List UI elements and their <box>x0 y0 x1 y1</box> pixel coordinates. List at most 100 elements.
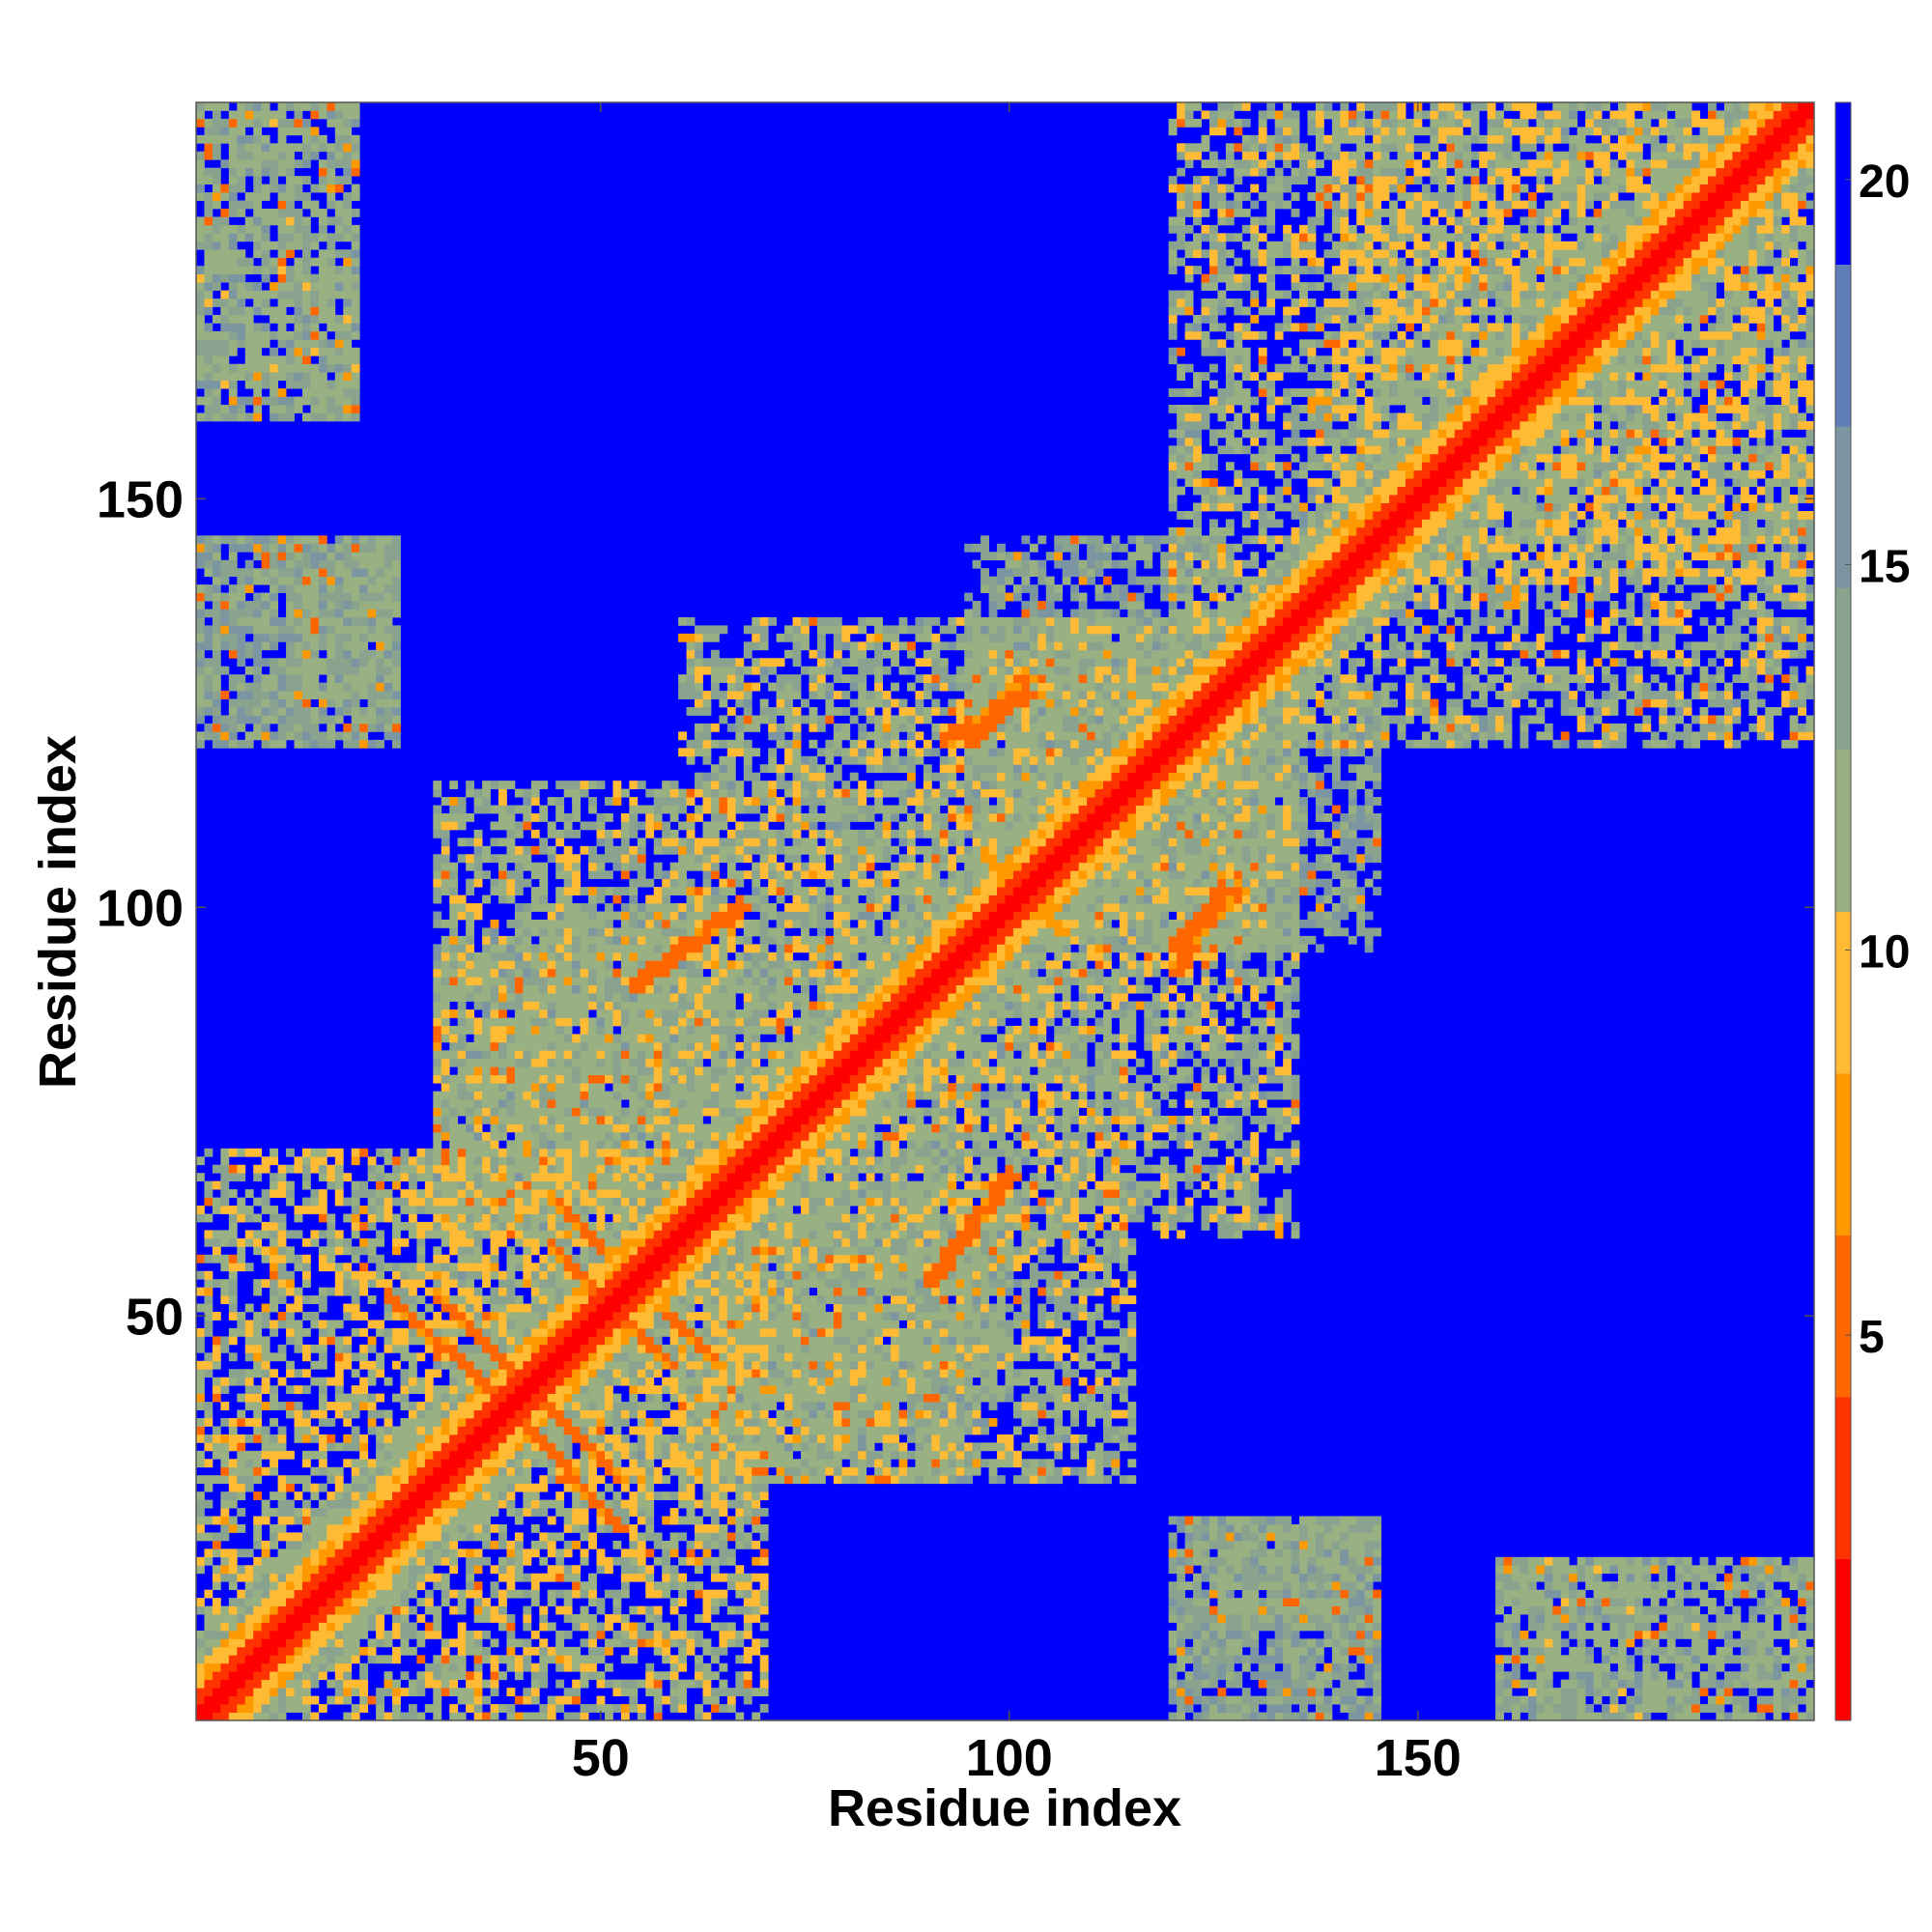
heatmap-cell <box>229 699 238 708</box>
heatmap-cell <box>474 1140 483 1149</box>
heatmap-cell <box>343 1541 352 1549</box>
heatmap-cell <box>295 176 303 185</box>
heatmap-cell <box>278 1475 287 1484</box>
heatmap-cell <box>302 355 311 364</box>
heatmap-cell <box>319 1230 327 1238</box>
heatmap-cell <box>491 1320 499 1328</box>
heatmap-cell <box>523 1156 531 1165</box>
heatmap-cell <box>286 225 295 234</box>
heatmap-cell <box>213 1361 221 1370</box>
heatmap-cell <box>295 1426 303 1435</box>
heatmap-cell <box>581 1614 589 1623</box>
heatmap-cell <box>270 1156 278 1165</box>
heatmap-cell <box>352 1149 360 1157</box>
heatmap-cell <box>196 1435 205 1443</box>
heatmap-cell <box>449 806 458 814</box>
heatmap-cell <box>474 1638 483 1647</box>
heatmap-cell <box>433 960 441 969</box>
heatmap-cell <box>449 821 458 830</box>
heatmap-cell <box>597 1026 606 1035</box>
heatmap-cell <box>482 1279 491 1288</box>
heatmap-cell <box>286 266 295 274</box>
heatmap-cell <box>588 1246 597 1255</box>
heatmap-cell <box>270 397 278 406</box>
heatmap-cell <box>491 879 499 888</box>
heatmap-cell <box>605 1149 613 1157</box>
heatmap-cell <box>253 724 262 732</box>
heatmap-cell <box>588 1206 597 1214</box>
heatmap-cell <box>555 1704 564 1713</box>
heatmap-cell <box>466 920 474 928</box>
heatmap-cell <box>343 1442 352 1451</box>
heatmap-cell <box>433 1263 441 1271</box>
heatmap-cell <box>368 1606 377 1615</box>
heatmap-cell <box>605 1336 613 1345</box>
heatmap-cell <box>572 1198 581 1207</box>
heatmap-cell <box>621 1622 630 1631</box>
heatmap-cell <box>213 707 221 716</box>
heatmap-cell <box>352 1214 360 1223</box>
heatmap-cell <box>449 1508 458 1517</box>
heatmap-cell <box>433 1214 441 1223</box>
heatmap-cell <box>286 577 295 585</box>
heatmap-cell <box>572 1017 581 1026</box>
heatmap-cell <box>278 1442 287 1451</box>
heatmap-cell <box>564 1304 573 1313</box>
heatmap-cell <box>286 552 295 560</box>
heatmap-cell <box>425 1484 434 1492</box>
heatmap-cell <box>196 617 205 626</box>
heatmap-cell <box>302 568 311 577</box>
heatmap-cell <box>466 1517 474 1525</box>
heatmap-cell <box>220 216 229 225</box>
heatmap-cell <box>515 1385 524 1394</box>
heatmap-cell <box>327 577 335 585</box>
heatmap-cell <box>531 1189 540 1198</box>
heatmap-cell <box>466 838 474 846</box>
heatmap-cell <box>449 977 458 985</box>
heatmap-cell <box>204 1198 213 1207</box>
heatmap-cell <box>621 1655 630 1663</box>
heatmap-cell <box>229 1713 238 1721</box>
heatmap-cell <box>597 1647 606 1656</box>
heatmap-cell <box>262 1548 270 1557</box>
heatmap-cell <box>564 1451 573 1460</box>
heatmap-cell <box>196 216 205 225</box>
heatmap-cell <box>295 667 303 675</box>
heatmap-cell <box>539 838 548 846</box>
heatmap-cell <box>474 846 483 855</box>
heatmap-cell <box>302 683 311 692</box>
heatmap-cell <box>213 364 221 373</box>
heatmap-cell <box>458 1263 467 1271</box>
heatmap-cell <box>482 1116 491 1124</box>
heatmap-cell <box>278 291 287 299</box>
heatmap-cell <box>548 993 556 1002</box>
heatmap-cell <box>564 912 573 921</box>
heatmap-cell <box>262 192 270 201</box>
heatmap-cell <box>262 1638 270 1647</box>
heatmap-cell <box>343 560 352 569</box>
heatmap-cell <box>466 1123 474 1132</box>
heatmap-cell <box>400 1426 409 1435</box>
heatmap-cell <box>376 1149 384 1157</box>
heatmap-cell <box>425 1385 434 1394</box>
heatmap-cell <box>384 1442 393 1451</box>
heatmap-cell <box>555 1548 564 1557</box>
heatmap-cell <box>253 641 262 650</box>
heatmap-cell <box>295 634 303 642</box>
heatmap-cell <box>310 593 319 602</box>
heatmap-cell <box>409 1328 417 1337</box>
heatmap-cell <box>433 977 441 985</box>
heatmap-cell <box>441 1548 450 1557</box>
heatmap-cell <box>352 1394 360 1403</box>
heatmap-cell <box>572 1614 581 1623</box>
heatmap-cell <box>376 1271 384 1280</box>
heatmap-cell <box>295 1565 303 1574</box>
heatmap-cell <box>515 1108 524 1117</box>
heatmap-cell <box>335 135 344 144</box>
heatmap-cell <box>498 1385 507 1394</box>
heatmap-cell <box>458 1548 467 1557</box>
heatmap-cell <box>466 1238 474 1247</box>
heatmap-cell <box>302 1451 311 1460</box>
heatmap-cell <box>204 1532 213 1541</box>
heatmap-cell <box>213 405 221 413</box>
